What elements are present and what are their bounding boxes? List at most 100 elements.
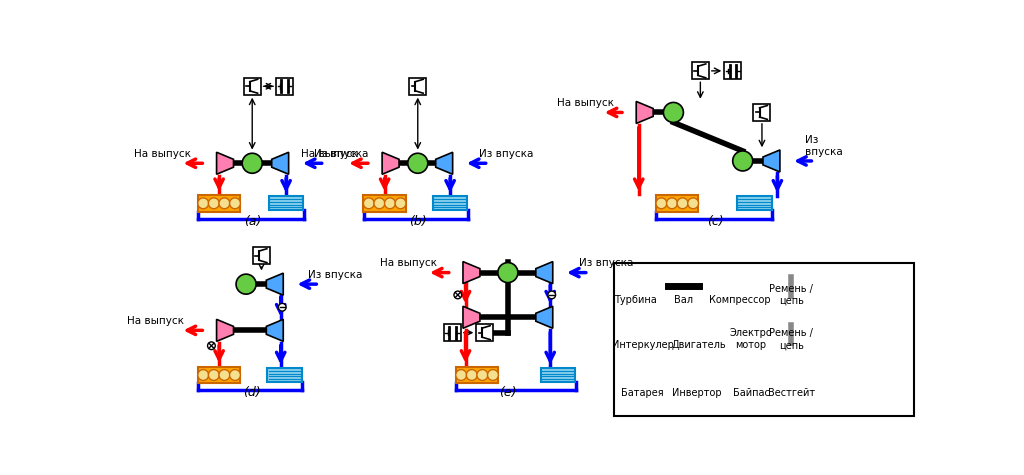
Circle shape	[408, 153, 428, 173]
Text: Из впуска: Из впуска	[478, 149, 532, 159]
Bar	[656, 195, 698, 212]
Text: На выпуск: На выпуск	[133, 149, 190, 159]
Text: Электро
мотор: Электро мотор	[730, 328, 772, 350]
Text: На выпуск: На выпуск	[127, 316, 184, 326]
Text: Вестгейт: Вестгейт	[768, 388, 815, 398]
Text: (b): (b)	[409, 215, 427, 228]
Bar	[688, 373, 705, 390]
Circle shape	[745, 376, 758, 388]
Circle shape	[688, 198, 698, 209]
Circle shape	[198, 370, 209, 380]
Polygon shape	[266, 319, 284, 342]
Bar	[198, 195, 241, 212]
Polygon shape	[382, 152, 399, 174]
Circle shape	[498, 263, 518, 283]
Text: На выпуск: На выпуск	[301, 149, 357, 159]
Text: Из
впуска: Из впуска	[805, 135, 843, 157]
Bar	[541, 368, 575, 382]
Text: (e): (e)	[499, 386, 517, 399]
Text: Ремень /
цепь: Ремень / цепь	[769, 284, 813, 305]
Polygon shape	[536, 262, 553, 284]
Text: Из впуска: Из впуска	[313, 149, 369, 159]
Polygon shape	[216, 152, 233, 174]
Polygon shape	[730, 279, 741, 294]
Polygon shape	[636, 102, 653, 124]
Text: Двигатель: Двигатель	[672, 340, 726, 350]
Text: На выпуск: На выпуск	[380, 258, 437, 268]
Bar	[244, 78, 261, 95]
Circle shape	[681, 330, 689, 338]
Bar	[692, 62, 709, 79]
Polygon shape	[463, 262, 480, 284]
Text: Ремень /
цепь: Ремень / цепь	[769, 328, 813, 350]
Circle shape	[742, 326, 760, 342]
Bar	[754, 104, 770, 121]
Circle shape	[709, 330, 717, 338]
Polygon shape	[633, 279, 645, 294]
Bar	[444, 324, 461, 341]
Circle shape	[219, 370, 229, 380]
Text: Инвертор: Инвертор	[672, 388, 721, 398]
Text: (c): (c)	[708, 215, 724, 228]
Text: Из впуска: Из впуска	[307, 270, 362, 280]
Bar	[456, 367, 499, 383]
Circle shape	[487, 370, 499, 380]
Polygon shape	[216, 319, 233, 342]
Circle shape	[237, 274, 256, 294]
Circle shape	[690, 330, 698, 338]
Text: (d): (d)	[244, 386, 261, 399]
Circle shape	[229, 370, 241, 380]
Circle shape	[785, 376, 798, 388]
Text: Из впуска: Из впуска	[579, 258, 633, 268]
Polygon shape	[435, 152, 453, 174]
Circle shape	[364, 198, 374, 209]
Bar	[627, 328, 658, 341]
Bar	[614, 263, 914, 416]
Bar	[276, 78, 293, 95]
Circle shape	[229, 198, 241, 209]
Text: Интеркулер: Интеркулер	[611, 340, 674, 350]
Circle shape	[374, 198, 385, 209]
Circle shape	[456, 370, 467, 380]
Text: Турбина: Турбина	[613, 295, 656, 305]
Polygon shape	[763, 150, 780, 172]
Circle shape	[656, 198, 667, 209]
Circle shape	[677, 198, 688, 209]
Bar	[724, 62, 741, 79]
Polygon shape	[536, 306, 553, 328]
Bar	[268, 196, 303, 210]
Bar	[680, 328, 717, 341]
Polygon shape	[271, 152, 289, 174]
Bar	[253, 247, 270, 264]
Text: Байпас: Байпас	[733, 388, 770, 398]
Circle shape	[454, 291, 462, 299]
Text: Вал: Вал	[674, 295, 693, 305]
Polygon shape	[266, 273, 284, 295]
Circle shape	[664, 103, 683, 123]
Circle shape	[385, 198, 395, 209]
Bar	[634, 373, 651, 390]
Text: Компрессор: Компрессор	[709, 295, 770, 305]
Circle shape	[548, 291, 556, 299]
Bar	[364, 195, 406, 212]
Circle shape	[209, 198, 219, 209]
Text: Батарея: Батарея	[622, 388, 664, 398]
Circle shape	[395, 198, 406, 209]
Bar	[476, 324, 494, 341]
Circle shape	[733, 151, 753, 171]
Circle shape	[198, 198, 209, 209]
Bar	[198, 367, 241, 383]
Text: На выпуск: На выпуск	[557, 98, 614, 108]
Circle shape	[209, 370, 219, 380]
Circle shape	[243, 153, 262, 173]
Circle shape	[477, 370, 487, 380]
Circle shape	[219, 198, 229, 209]
Bar	[410, 78, 426, 95]
Circle shape	[466, 370, 477, 380]
Bar	[737, 196, 772, 210]
Circle shape	[279, 304, 286, 311]
Circle shape	[699, 330, 708, 338]
Circle shape	[667, 198, 678, 209]
Bar	[267, 368, 302, 382]
Text: (a): (a)	[244, 215, 261, 228]
